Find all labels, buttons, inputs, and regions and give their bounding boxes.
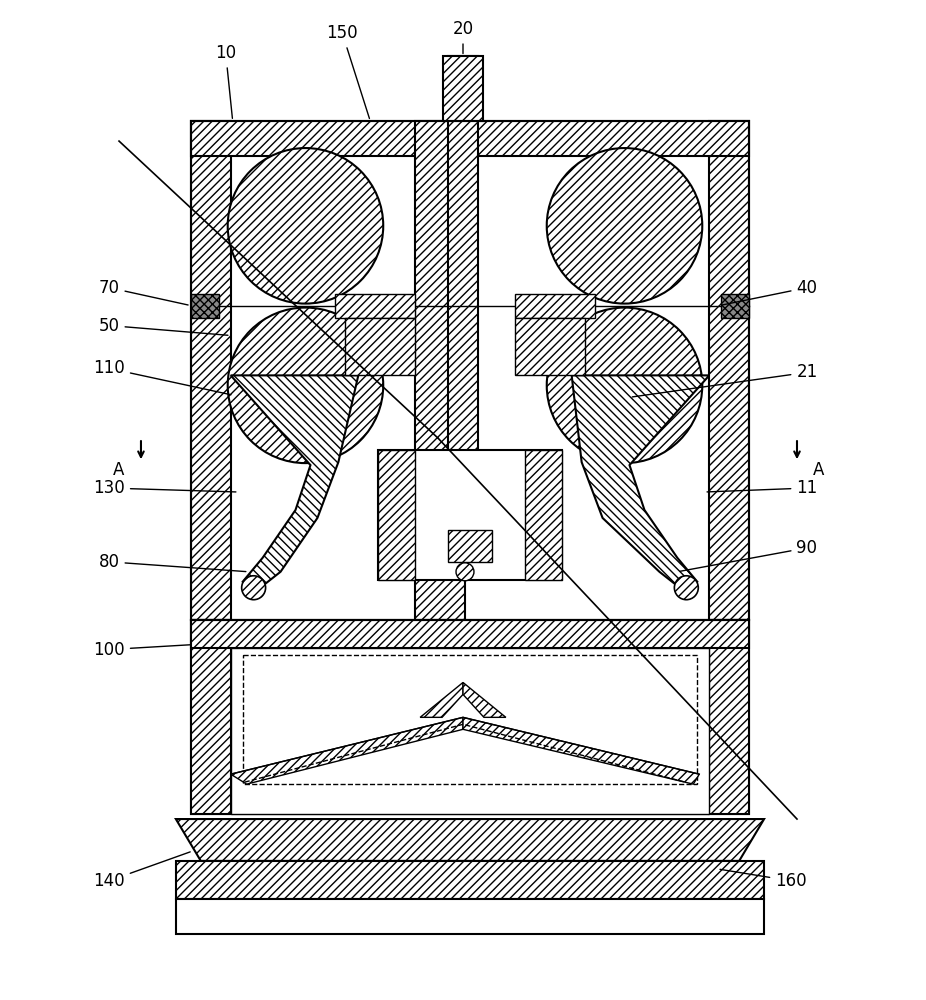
Bar [721,294,749,318]
Bar [443,56,483,121]
Polygon shape [176,819,764,861]
Text: 80: 80 [98,553,246,572]
Text: 20: 20 [453,20,473,54]
Text: A: A [113,461,125,479]
Bar [709,121,749,620]
Polygon shape [231,717,463,784]
Polygon shape [571,375,709,594]
Circle shape [228,308,383,463]
Bar [378,450,415,580]
Bar [378,450,562,580]
Bar [448,530,492,562]
Polygon shape [463,717,699,784]
Circle shape [674,576,698,600]
Polygon shape [231,375,358,594]
Text: 10: 10 [215,44,236,118]
Circle shape [228,148,383,304]
Bar [191,121,749,620]
Bar [191,620,749,648]
Bar [345,318,415,375]
Circle shape [546,148,702,304]
Bar [515,294,594,318]
Text: 90: 90 [680,539,818,571]
Bar [191,121,749,156]
Text: 100: 100 [94,641,191,659]
Bar [335,294,415,318]
Text: 21: 21 [632,363,818,397]
Bar [525,450,562,580]
Text: 140: 140 [94,852,190,890]
Bar [448,56,478,545]
Polygon shape [176,861,764,899]
Text: 110: 110 [94,359,231,395]
Circle shape [456,563,474,581]
Bar [191,620,749,814]
Bar [191,121,749,620]
Bar [191,294,219,318]
Text: 11: 11 [707,479,818,497]
Text: 160: 160 [720,869,807,890]
Circle shape [242,576,266,600]
Text: 40: 40 [722,279,818,305]
Bar [415,121,465,620]
Bar [191,121,231,620]
Polygon shape [463,682,506,717]
Text: A: A [813,461,825,479]
Bar [709,620,749,814]
Text: 130: 130 [94,479,236,497]
Text: 50: 50 [98,317,228,335]
Circle shape [546,308,702,463]
Polygon shape [420,682,463,717]
Text: 150: 150 [327,24,369,118]
Bar [515,318,584,375]
Text: 70: 70 [98,279,188,305]
Bar [243,655,697,784]
Bar [231,648,709,814]
Polygon shape [176,899,764,934]
Bar [191,620,231,814]
